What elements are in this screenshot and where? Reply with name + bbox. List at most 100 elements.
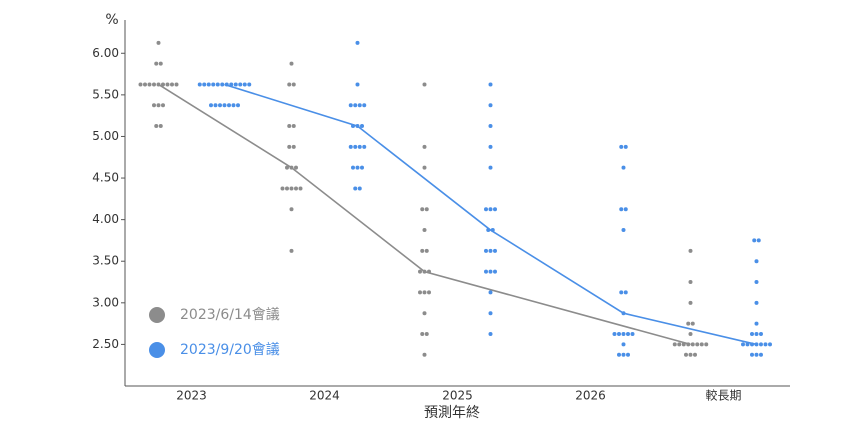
dot <box>672 342 677 347</box>
dot <box>759 342 763 347</box>
dot <box>488 248 493 253</box>
dot <box>353 103 358 108</box>
dot <box>211 82 216 87</box>
dot <box>493 248 497 253</box>
dot <box>422 290 427 295</box>
dot <box>294 186 298 191</box>
legend-label: 2023/6/14會議 <box>180 306 280 323</box>
dot <box>488 165 493 170</box>
dot <box>355 82 360 87</box>
dot <box>298 186 303 191</box>
median-line <box>224 83 757 346</box>
dot <box>238 82 243 87</box>
dot <box>165 82 170 87</box>
dot <box>357 103 362 108</box>
dot <box>289 186 294 191</box>
dot <box>617 352 621 357</box>
dot <box>422 228 427 233</box>
dot <box>424 332 429 337</box>
dot <box>690 342 695 347</box>
dot <box>294 165 298 170</box>
dot <box>688 300 693 305</box>
dot <box>242 82 247 87</box>
dot <box>420 207 425 212</box>
dot <box>493 207 497 212</box>
dot <box>623 290 628 295</box>
dot <box>218 103 222 108</box>
dot <box>161 82 165 87</box>
dot <box>351 165 355 170</box>
dot <box>161 103 165 108</box>
dot <box>493 269 497 274</box>
dot <box>619 290 624 295</box>
dot <box>362 144 367 149</box>
dot <box>143 82 147 87</box>
dot <box>197 82 202 87</box>
dot <box>626 332 630 337</box>
dot <box>422 311 427 316</box>
dot <box>693 352 697 357</box>
dot <box>285 186 289 191</box>
median-line <box>158 83 691 346</box>
dot <box>360 165 364 170</box>
dot <box>621 332 626 337</box>
dot <box>289 61 294 66</box>
dot <box>684 352 688 357</box>
dot <box>623 207 628 212</box>
y-tick-label: 3.00 <box>92 295 119 309</box>
dot <box>289 248 294 253</box>
dot <box>688 352 693 357</box>
x-tick-label: 2024 <box>309 389 340 403</box>
y-tick-label: 6.00 <box>92 46 119 60</box>
x-axis-label: 預測年終 <box>424 405 480 421</box>
dot <box>422 352 427 357</box>
dot <box>488 144 493 149</box>
dot <box>420 332 425 337</box>
dot <box>152 103 156 108</box>
dot <box>353 144 358 149</box>
dot <box>220 82 225 87</box>
dot <box>488 82 493 87</box>
dot <box>484 207 488 212</box>
dot <box>488 269 493 274</box>
dot <box>158 61 163 66</box>
dot <box>418 290 422 295</box>
dot <box>170 82 174 87</box>
dot <box>357 186 362 191</box>
dot <box>488 207 493 212</box>
dot <box>677 342 682 347</box>
dot <box>695 342 700 347</box>
y-tick-label: 5.50 <box>92 87 119 101</box>
dot <box>287 144 292 149</box>
dot <box>488 103 493 108</box>
dot <box>763 342 768 347</box>
dot <box>158 124 163 129</box>
dot <box>750 332 754 337</box>
dot <box>289 207 294 212</box>
dot <box>741 342 745 347</box>
dot <box>233 82 238 87</box>
dot <box>156 40 161 45</box>
dot <box>626 352 630 357</box>
dot <box>147 82 152 87</box>
dot <box>619 144 624 149</box>
dot <box>704 342 709 347</box>
y-tick-label: 5.00 <box>92 129 119 143</box>
dot <box>213 103 218 108</box>
x-tick-label: 2026 <box>575 389 606 403</box>
dot <box>154 61 159 66</box>
y-tick-label: 2.50 <box>92 337 119 351</box>
dot <box>174 82 179 87</box>
dot <box>287 124 292 129</box>
dot <box>215 82 220 87</box>
dot <box>209 103 213 108</box>
legend-marker <box>149 307 165 323</box>
dot <box>418 269 422 274</box>
dot <box>422 165 427 170</box>
dot <box>759 332 763 337</box>
dot <box>360 124 364 129</box>
dot <box>355 40 360 45</box>
dot <box>424 248 429 253</box>
dot <box>420 248 425 253</box>
dot <box>621 352 626 357</box>
